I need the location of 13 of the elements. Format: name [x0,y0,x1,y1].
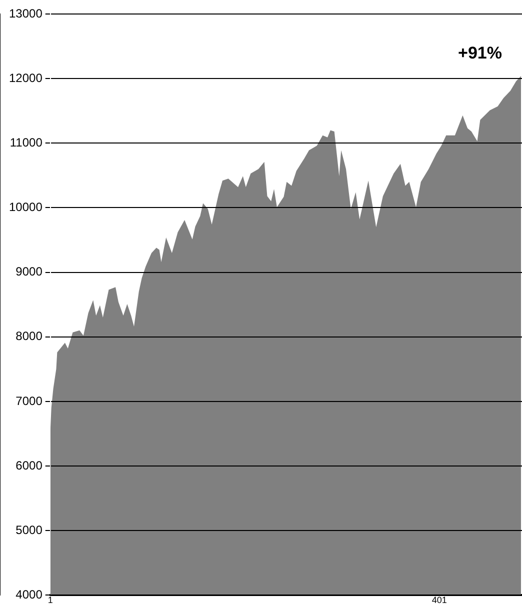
y-tick-label: 7000 [16,394,43,408]
annotation: +91% [458,44,502,63]
y-tick-label: 6000 [16,458,43,472]
y-tick-label: 4000 [16,588,43,602]
y-tick-label: 12000 [8,70,43,85]
y-tick-label: 5000 [16,522,43,537]
y-tick-label: 8000 [16,329,43,344]
y-tick-label: 13000 [8,6,43,20]
y-tick-label: 10000 [8,200,43,214]
x-tick-label: 401 [432,595,447,606]
x-tick-label: 1 [48,595,53,606]
y-tick-label: 9000 [16,264,43,279]
y-tick-label: 11000 [10,135,43,150]
